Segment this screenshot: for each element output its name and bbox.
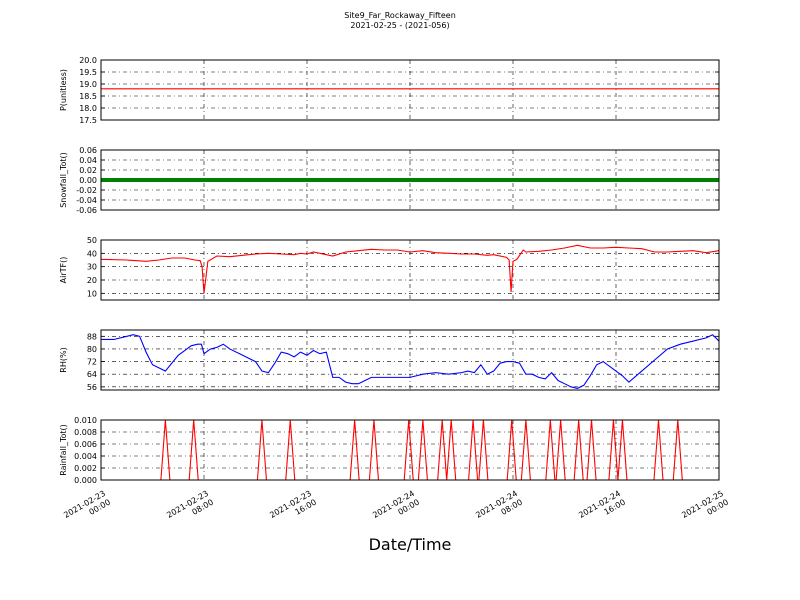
panel-1: -0.06-0.04-0.020.000.020.040.06 Snowfall_… [59,146,720,215]
y-tick-label: 72 [87,358,97,367]
series-line [101,334,720,390]
y-tick-label: 19.5 [79,68,97,77]
x-tick-label: 2021-02-2316:00 [268,489,318,529]
y-tick-label: 10 [87,289,97,298]
y-tick-label: 18.0 [79,104,97,113]
x-tick-label: 2021-02-2500:00 [680,489,730,529]
y-tick-label: 56 [87,383,97,392]
y-tick-label: 30 [87,263,97,272]
y-tick-label: 0.00 [79,176,97,185]
panel-frame [100,419,720,481]
y-tick-label: 64 [87,370,97,379]
y-tick-label: 80 [87,345,97,354]
x-axis-label: Date/Time [369,535,452,554]
y-tick-label: -0.04 [76,196,97,205]
y-tick-label: 0.002 [74,464,97,473]
y-tick-label: 20.0 [79,56,97,65]
x-tick-label: 2021-02-2300:00 [62,489,112,529]
panel-0: 17.5 18.0 18.5 19.0 19.5 20.0 P(unitless) [59,56,720,125]
y-tick-label: 0.006 [74,440,97,449]
y-axis-label: Snowfall_Tot() [59,152,68,208]
y-axis-label: P(unitless) [59,69,68,111]
chart-title: Site9_Far_Rockaway_Fifteen [344,11,456,20]
series-line [100,244,720,294]
y-axis-label: AirTF() [59,257,68,284]
x-tick-label: 2021-02-2416:00 [577,489,627,529]
panels-group: 17.5 18.0 18.5 19.0 19.5 20.0 P(unitless) -0.06… [59,56,720,485]
y-tick-label: 20 [87,276,97,285]
x-tick-labels: 2021-02-2300:00 2021-02-2308:00 2021-02-23… [62,489,730,529]
y-axis-label: RH(%) [59,347,68,372]
chart-subtitle: 2021-02-25 - (2021-056) [350,21,449,30]
x-tick-label: 2021-02-2400:00 [371,489,421,529]
y-tick-label: 17.5 [79,116,97,125]
y-tick-label: 0.010 [74,416,97,425]
y-tick-label: -0.06 [76,206,97,215]
y-tick-label: 18.5 [79,92,97,101]
panel-2: 10 20 30 40 50 AirTF() [59,236,720,301]
y-tick-label: 0.02 [79,166,97,175]
y-axis-label: Rainfall_Tot() [59,424,68,476]
y-tick-label: -0.02 [76,186,97,195]
x-tick-label: 2021-02-2408:00 [474,489,524,529]
panel-3: 56 64 72 80 88 RH(%) [59,329,720,392]
panel-frame [100,329,720,391]
y-tick-label: 50 [87,236,97,245]
y-tick-label: 19.0 [79,80,97,89]
panel-4: 0.000 0.002 0.004 0.006 0.008 0.010 Rainfall_T… [59,416,720,485]
y-tick-label: 0.004 [74,452,97,461]
panel-frame [100,149,720,211]
y-tick-label: 40 [87,249,97,258]
y-tick-label: 0.06 [79,146,97,155]
y-tick-label: 0.000 [74,476,97,485]
y-tick-label: 0.04 [79,156,97,165]
panel-frame [100,239,720,301]
y-tick-label: 88 [87,332,97,341]
panel-frame [100,59,720,121]
y-tick-label: 0.008 [74,428,97,437]
x-tick-label: 2021-02-2308:00 [165,489,215,529]
